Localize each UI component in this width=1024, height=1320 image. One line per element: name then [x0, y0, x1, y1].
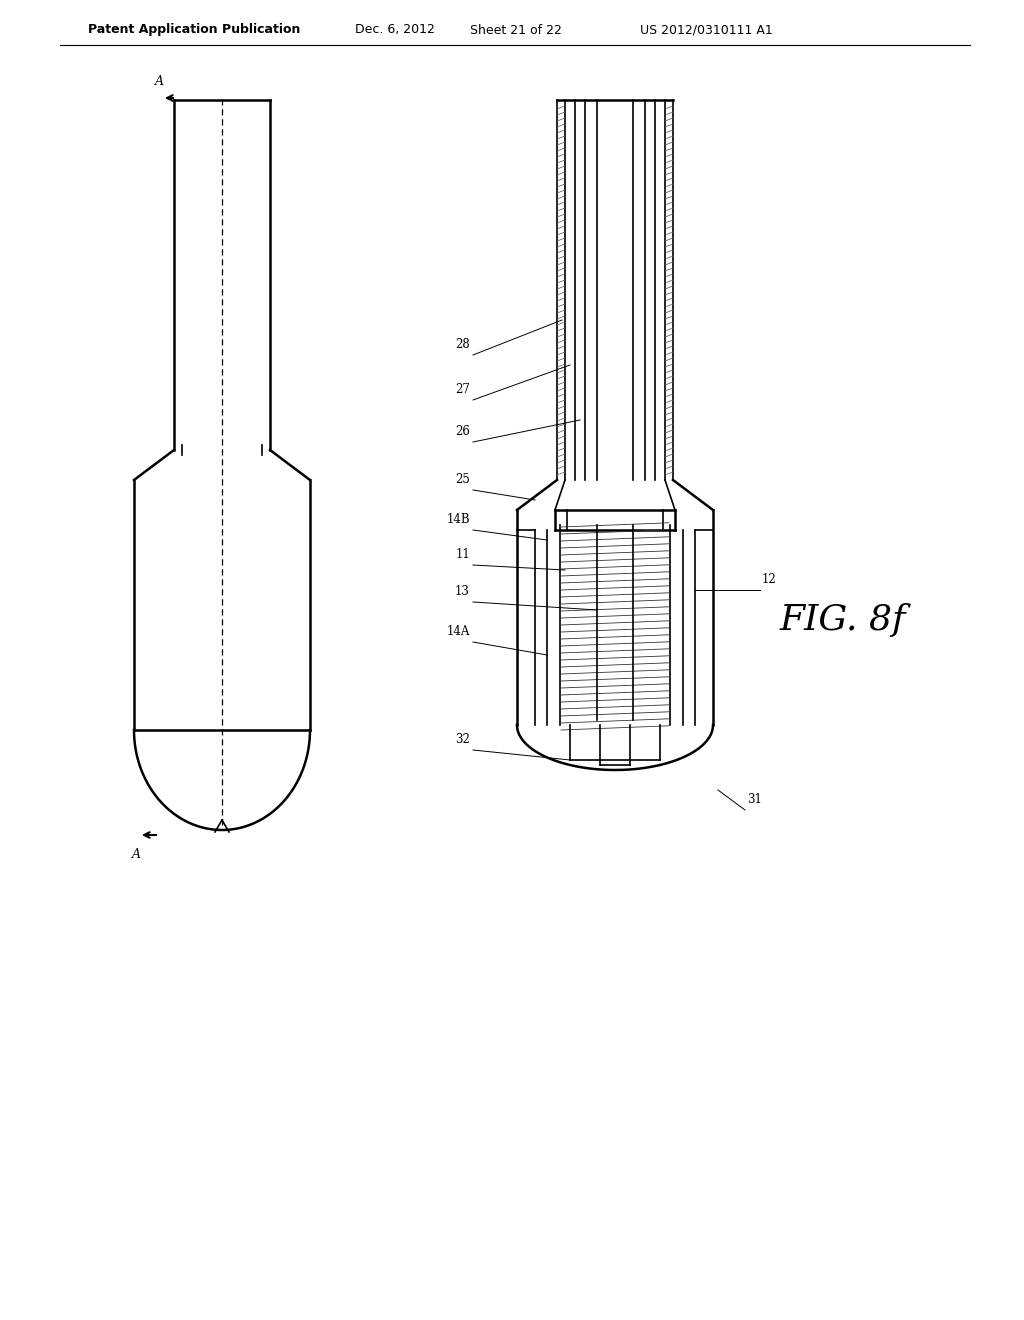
Text: 14A: 14A [446, 624, 470, 638]
Text: Patent Application Publication: Patent Application Publication [88, 24, 300, 37]
Text: FIG. 8f: FIG. 8f [780, 603, 906, 638]
Text: 12: 12 [762, 573, 777, 586]
Text: 26: 26 [455, 425, 470, 438]
Text: 25: 25 [455, 473, 470, 486]
Text: 11: 11 [456, 548, 470, 561]
Text: 13: 13 [455, 585, 470, 598]
Text: 27: 27 [455, 383, 470, 396]
Text: US 2012/0310111 A1: US 2012/0310111 A1 [640, 24, 773, 37]
Text: 31: 31 [746, 793, 762, 807]
Text: 32: 32 [455, 733, 470, 746]
Text: 14B: 14B [446, 513, 470, 525]
Text: Dec. 6, 2012: Dec. 6, 2012 [355, 24, 435, 37]
Text: 28: 28 [456, 338, 470, 351]
Text: A: A [131, 847, 140, 861]
Text: A: A [155, 75, 164, 88]
Text: Sheet 21 of 22: Sheet 21 of 22 [470, 24, 562, 37]
